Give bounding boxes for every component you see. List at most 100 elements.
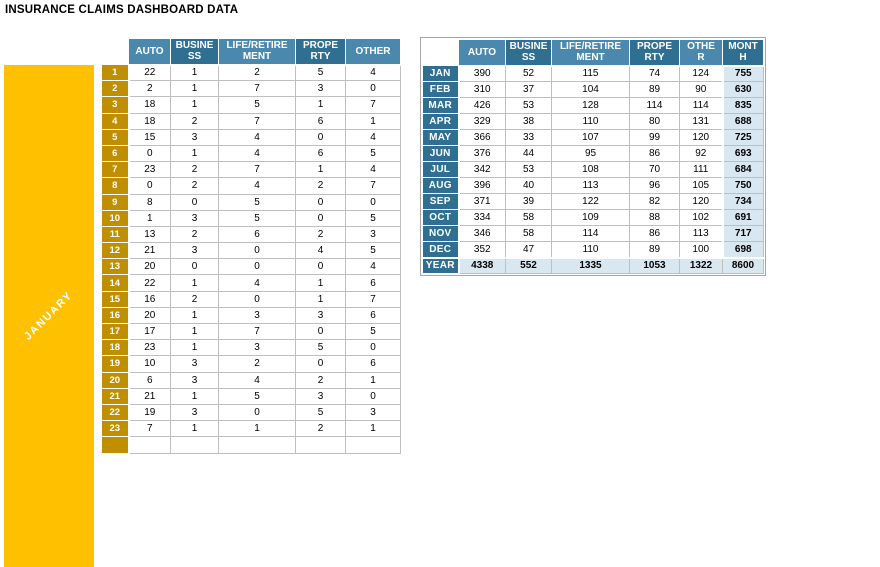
year-total-cell[interactable]: 4338 — [458, 256, 506, 274]
daily-value-cell[interactable]: 1 — [218, 420, 296, 438]
daily-value-cell[interactable]: 1 — [295, 290, 346, 308]
month-row-header[interactable]: AUG — [422, 177, 460, 194]
daily-value-cell[interactable]: 7 — [345, 177, 401, 195]
day-row-header[interactable]: 2 — [101, 80, 130, 98]
daily-value-cell[interactable]: 23 — [128, 161, 171, 179]
monthly-value-cell[interactable]: 110 — [551, 113, 630, 130]
daily-value-cell[interactable]: 18 — [128, 96, 171, 114]
monthly-value-cell[interactable]: 86 — [629, 145, 680, 162]
daily-value-cell[interactable]: 1 — [295, 96, 346, 114]
daily-value-cell[interactable]: 0 — [295, 258, 346, 276]
daily-value-cell[interactable]: 0 — [218, 403, 296, 422]
daily-value-cell[interactable]: 6 — [128, 371, 171, 389]
daily-value-cell[interactable]: 21 — [128, 242, 171, 260]
daily-value-cell[interactable]: 3 — [345, 403, 401, 422]
daily-value-cell[interactable]: 1 — [295, 161, 346, 179]
daily-column-header[interactable]: AUTO — [128, 38, 171, 66]
monthly-value-cell[interactable]: 89 — [629, 81, 680, 98]
day-row-header[interactable]: 13 — [101, 258, 130, 276]
daily-value-cell[interactable]: 20 — [128, 306, 171, 325]
monthly-column-header[interactable]: LIFE/RETIRE MENT — [551, 39, 630, 67]
daily-column-header[interactable]: PROPE RTY — [295, 38, 346, 66]
month-row-header[interactable]: APR — [422, 113, 460, 130]
daily-value-cell[interactable]: 5 — [345, 209, 401, 227]
monthly-value-cell[interactable]: 120 — [679, 193, 723, 210]
month-total-cell[interactable]: 698 — [721, 241, 764, 258]
day-row-header[interactable]: 4 — [101, 112, 130, 130]
monthly-value-cell[interactable]: 80 — [629, 113, 680, 130]
daily-value-cell[interactable]: 7 — [218, 80, 296, 98]
monthly-value-cell[interactable]: 115 — [551, 65, 630, 82]
monthly-value-cell[interactable]: 58 — [505, 225, 552, 242]
monthly-value-cell[interactable]: 96 — [629, 177, 680, 194]
monthly-value-cell[interactable]: 426 — [458, 97, 506, 114]
day-row-header[interactable]: 17 — [101, 322, 130, 341]
daily-value-cell[interactable]: 5 — [345, 242, 401, 260]
daily-value-cell[interactable]: 4 — [218, 371, 296, 389]
daily-value-cell[interactable]: 2 — [218, 355, 296, 373]
monthly-value-cell[interactable]: 310 — [458, 81, 506, 98]
day-row-header[interactable]: 3 — [101, 96, 130, 114]
month-total-cell[interactable]: 630 — [721, 81, 764, 98]
daily-value-cell[interactable]: 8 — [128, 193, 171, 211]
daily-value-cell[interactable]: 1 — [170, 387, 219, 405]
daily-value-cell[interactable]: 13 — [128, 225, 171, 244]
monthly-value-cell[interactable]: 352 — [458, 241, 506, 258]
daily-value-cell[interactable]: 0 — [345, 387, 401, 405]
daily-value-cell[interactable]: 1 — [170, 80, 219, 98]
monthly-value-cell[interactable]: 82 — [629, 193, 680, 210]
monthly-value-cell[interactable]: 86 — [629, 225, 680, 242]
monthly-value-cell[interactable]: 113 — [679, 225, 723, 242]
month-row-header[interactable]: NOV — [422, 225, 460, 242]
daily-value-cell[interactable]: 6 — [295, 144, 346, 163]
monthly-value-cell[interactable]: 346 — [458, 225, 506, 242]
day-row-header[interactable]: 5 — [101, 128, 130, 146]
daily-value-cell[interactable]: 0 — [218, 242, 296, 260]
day-row-header[interactable]: 6 — [101, 144, 130, 163]
daily-value-cell[interactable]: 1 — [170, 63, 219, 82]
daily-value-cell[interactable]: 3 — [295, 80, 346, 98]
daily-value-cell[interactable]: 2 — [170, 177, 219, 195]
daily-value-cell[interactable]: 0 — [345, 193, 401, 211]
daily-value-cell[interactable]: 3 — [170, 242, 219, 260]
monthly-value-cell[interactable]: 58 — [505, 209, 552, 226]
day-row-header[interactable]: 18 — [101, 339, 130, 357]
monthly-value-cell[interactable]: 47 — [505, 241, 552, 258]
daily-value-cell[interactable]: 4 — [295, 242, 346, 260]
daily-value-cell[interactable]: 3 — [170, 403, 219, 422]
monthly-value-cell[interactable]: 40 — [505, 177, 552, 194]
daily-value-cell[interactable]: 7 — [218, 322, 296, 341]
daily-value-cell[interactable]: 0 — [295, 209, 346, 227]
daily-value-cell[interactable]: 1 — [345, 371, 401, 389]
day-row-header[interactable]: 11 — [101, 225, 130, 244]
daily-value-cell[interactable]: 1 — [170, 339, 219, 357]
daily-value-cell[interactable]: 10 — [128, 355, 171, 373]
daily-value-cell[interactable]: 2 — [170, 161, 219, 179]
daily-value-cell[interactable]: 7 — [218, 112, 296, 130]
daily-value-cell[interactable]: 7 — [345, 96, 401, 114]
daily-value-cell[interactable]: 6 — [218, 225, 296, 244]
daily-value-cell[interactable]: 0 — [128, 177, 171, 195]
monthly-column-header[interactable]: MONT H — [722, 39, 764, 67]
daily-value-cell[interactable]: 4 — [345, 63, 401, 82]
monthly-value-cell[interactable]: 114 — [629, 97, 680, 114]
month-total-cell[interactable]: 835 — [721, 97, 764, 114]
day-row-header[interactable]: 10 — [101, 209, 130, 227]
daily-value-cell[interactable]: 0 — [170, 258, 219, 276]
monthly-value-cell[interactable]: 88 — [629, 209, 680, 226]
daily-value-cell[interactable]: 2 — [295, 225, 346, 244]
day-row-header[interactable] — [101, 436, 130, 454]
monthly-value-cell[interactable]: 44 — [505, 145, 552, 162]
daily-value-cell[interactable]: 0 — [345, 80, 401, 98]
daily-value-cell[interactable]: 1 — [345, 420, 401, 438]
daily-value-cell[interactable]: 0 — [218, 290, 296, 308]
day-row-header[interactable]: 21 — [101, 387, 130, 405]
daily-value-cell[interactable]: 4 — [218, 274, 296, 292]
monthly-value-cell[interactable]: 92 — [679, 145, 723, 162]
daily-value-cell[interactable]: 2 — [170, 112, 219, 130]
monthly-value-cell[interactable]: 114 — [551, 225, 630, 242]
daily-value-cell[interactable]: 1 — [170, 96, 219, 114]
daily-value-cell[interactable]: 22 — [128, 274, 171, 292]
month-row-header[interactable]: DEC — [422, 241, 460, 258]
daily-value-cell[interactable]: 1 — [170, 420, 219, 438]
